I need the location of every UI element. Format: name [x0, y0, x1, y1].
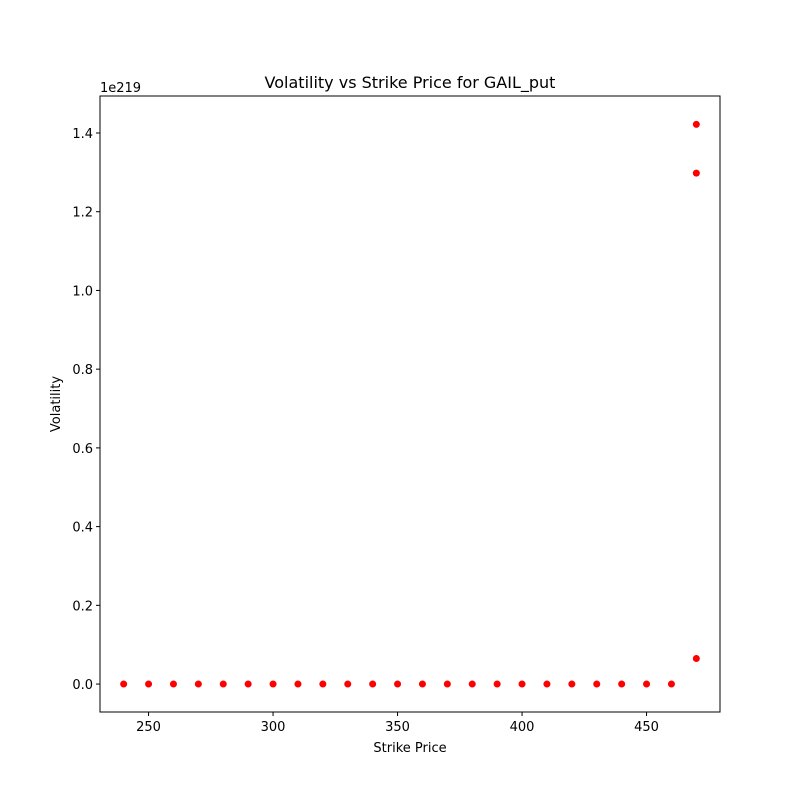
y-tick-label: 0.0 — [72, 678, 93, 693]
data-point — [568, 680, 576, 688]
data-point — [269, 680, 277, 688]
data-point — [369, 680, 377, 688]
data-point — [219, 680, 227, 688]
plot-frame — [99, 95, 721, 713]
data-point — [692, 654, 700, 662]
data-point — [618, 680, 626, 688]
y-tick-label: 1.0 — [72, 284, 93, 299]
x-tick-label: 350 — [385, 720, 410, 735]
data-point — [518, 680, 526, 688]
data-points — [120, 120, 700, 688]
x-tick-label: 300 — [261, 720, 286, 735]
data-point — [120, 680, 128, 688]
y-axis-label: Volatility — [49, 376, 64, 432]
x-tick-label: 400 — [510, 720, 535, 735]
data-point — [418, 680, 426, 688]
data-point — [643, 680, 651, 688]
data-point — [145, 680, 153, 688]
data-point — [294, 680, 302, 688]
data-point — [543, 680, 551, 688]
y-tick-label: 0.6 — [72, 442, 93, 457]
y-tick-label: 1.2 — [72, 206, 93, 221]
data-point — [344, 680, 352, 688]
data-point — [493, 680, 501, 688]
data-point — [244, 680, 252, 688]
data-point — [319, 680, 327, 688]
x-axis-label: Strike Price — [373, 741, 446, 756]
axis-ticks: 250 300 350 400 450 0.0 0.2 0.4 0.6 0.8 1.0 1.2 1.4 — [72, 127, 659, 735]
data-point — [443, 680, 451, 688]
data-point — [194, 680, 202, 688]
y-tick-label: 0.8 — [72, 363, 93, 378]
data-point — [593, 680, 601, 688]
data-point — [394, 680, 402, 688]
x-tick-label: 250 — [136, 720, 161, 735]
y-tick-label: 0.4 — [72, 521, 93, 536]
y-tick-label: 1.4 — [72, 127, 93, 142]
data-point — [169, 680, 177, 688]
data-point — [468, 680, 476, 688]
data-point — [692, 120, 700, 128]
x-tick-label: 450 — [634, 720, 659, 735]
y-axis-offset-text: 1e219 — [100, 81, 141, 96]
chart-title: Volatility vs Strike Price for GAIL_put — [265, 73, 556, 93]
y-tick-label: 0.2 — [72, 599, 93, 614]
data-point — [692, 169, 700, 177]
data-point — [667, 680, 675, 688]
